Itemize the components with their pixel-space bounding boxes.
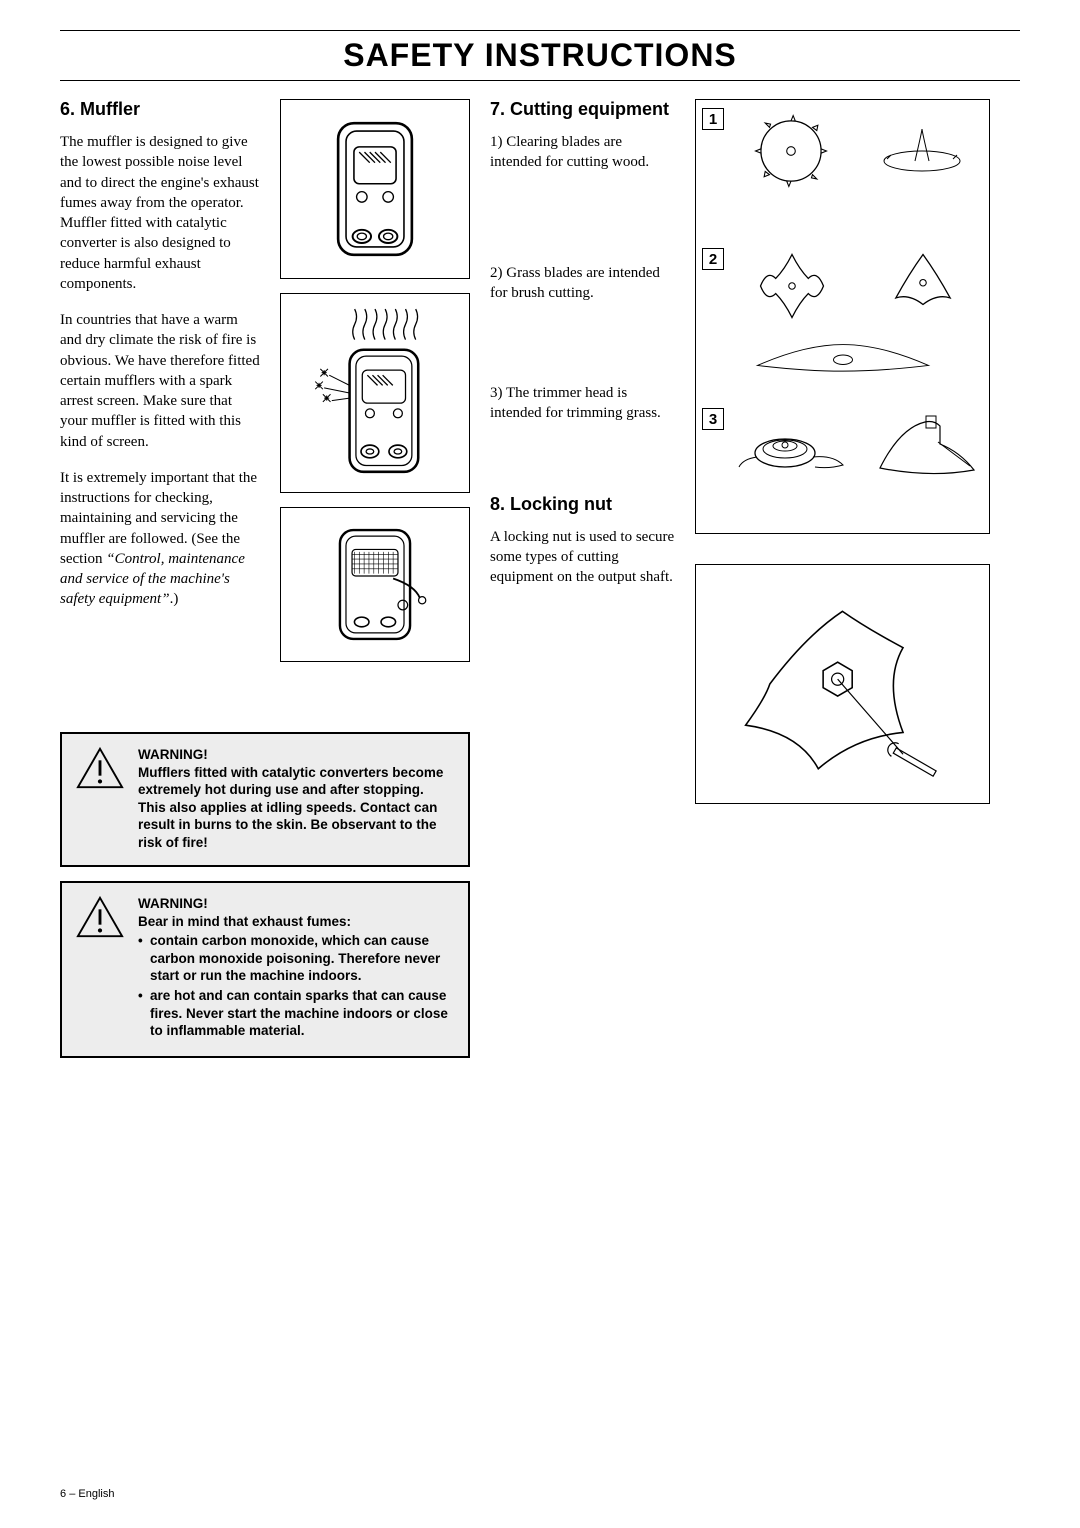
trimmer-guard-icon bbox=[870, 408, 980, 488]
badge-2: 2 bbox=[702, 248, 724, 270]
badge-3: 3 bbox=[702, 408, 724, 430]
muffler-screen-icon bbox=[291, 518, 459, 651]
content-columns: 6. Muffler The muffler is designed to gi… bbox=[60, 99, 1020, 818]
warning-triangle-icon bbox=[76, 895, 124, 1041]
clearing-blade-icon bbox=[748, 108, 834, 194]
section-7-item3: 3) The trimmer head is intended for trim… bbox=[490, 383, 675, 424]
locking-nut-icon bbox=[706, 575, 979, 793]
warning-box-2: WARNING! Bear in mind that exhaust fumes… bbox=[60, 881, 470, 1057]
section-7-heading: 7. Cutting equipment bbox=[490, 99, 675, 120]
muffler-hot-icon bbox=[291, 304, 459, 482]
page-footer: 6 – English bbox=[60, 1488, 114, 1500]
column-4-figures: 1 bbox=[695, 99, 990, 818]
figure-row-1: 1 bbox=[702, 108, 983, 238]
figure-cutting-equipment: 1 bbox=[695, 99, 990, 534]
figure-muffler-hot bbox=[280, 293, 470, 493]
warning-1-body: Mufflers fitted with catalytic converter… bbox=[138, 764, 454, 852]
section-6-para3: It is extremely important that the instr… bbox=[60, 468, 260, 610]
warning-2-bullet-2: are hot and can contain sparks that can … bbox=[138, 987, 454, 1040]
figure-locking-nut bbox=[695, 564, 990, 804]
section-8-heading: 8. Locking nut bbox=[490, 494, 675, 515]
section-6-para3c: .) bbox=[170, 591, 179, 607]
warning-box-1: WARNING! Mufflers fitted with catalytic … bbox=[60, 732, 470, 867]
grass-blade-4pt-icon bbox=[754, 248, 830, 324]
figure-row-3: 3 bbox=[702, 408, 983, 518]
trimmer-head-icon bbox=[735, 408, 855, 488]
section-6-heading: 6. Muffler bbox=[60, 99, 260, 120]
badge-1: 1 bbox=[702, 108, 724, 130]
figure-row-2: 2 bbox=[702, 248, 983, 398]
warning-1-title: WARNING! bbox=[138, 746, 454, 764]
figure-muffler-1 bbox=[280, 99, 470, 279]
muffler-icon bbox=[291, 110, 459, 268]
warnings-group: WARNING! Mufflers fitted with catalytic … bbox=[60, 718, 470, 1058]
column-2-figures bbox=[280, 99, 470, 818]
page-number: 6 bbox=[60, 1488, 66, 1500]
section-6-para2: In countries that have a warm and dry cl… bbox=[60, 310, 260, 452]
grass-blade-side-icon bbox=[748, 332, 938, 378]
section-6-para1: The muffler is designed to give the lowe… bbox=[60, 132, 260, 294]
section-7-item2: 2) Grass blades are intended for brush c… bbox=[490, 263, 675, 304]
warning-2-intro: Bear in mind that exhaust fumes: bbox=[138, 913, 454, 931]
page-title: SAFETY INSTRUCTIONS bbox=[60, 30, 1020, 81]
footer-sep: – bbox=[69, 1488, 78, 1500]
column-1: 6. Muffler The muffler is designed to gi… bbox=[60, 99, 260, 818]
grass-blade-3pt-icon bbox=[885, 248, 961, 324]
section-7-item1: 1) Clearing blades are intended for cutt… bbox=[490, 132, 675, 173]
warning-triangle-icon bbox=[76, 746, 124, 851]
warning-2-bullet-1: contain carbon monoxide, which can cause… bbox=[138, 932, 454, 985]
footer-language: English bbox=[78, 1488, 114, 1500]
column-3: 7. Cutting equipment 1) Clearing blades … bbox=[490, 99, 675, 818]
section-8-para: A locking nut is used to secure some typ… bbox=[490, 527, 675, 588]
figure-muffler-screen bbox=[280, 507, 470, 662]
clearing-blade-side-icon bbox=[877, 116, 967, 186]
warning-2-title: WARNING! bbox=[138, 895, 454, 913]
